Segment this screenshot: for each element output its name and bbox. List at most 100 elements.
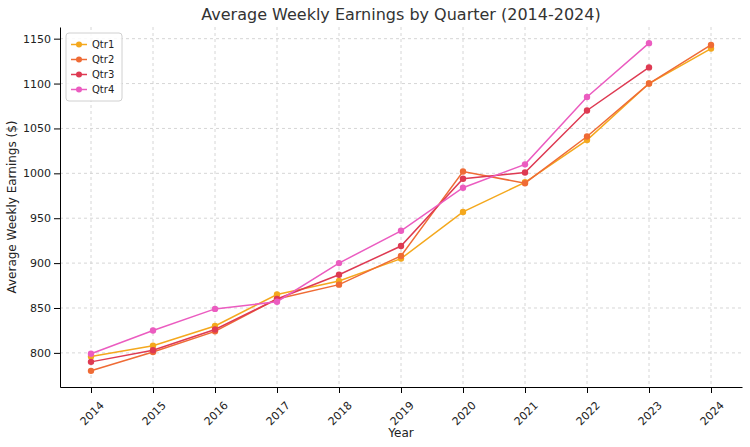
tick-mark (587, 387, 588, 393)
grid-line (401, 27, 402, 387)
grid-line (60, 173, 742, 174)
series-line (91, 49, 711, 357)
point (460, 168, 466, 174)
tick-mark (463, 387, 464, 393)
series-line (91, 43, 649, 354)
tick: 2014 (78, 387, 107, 428)
point (398, 243, 404, 249)
tick: 800 (30, 347, 60, 360)
tick-mark (91, 387, 92, 393)
legend-marker (76, 72, 82, 78)
tick: 2022 (574, 387, 603, 428)
tick-label: 2018 (326, 399, 355, 428)
point (460, 209, 466, 215)
tick: 1000 (23, 167, 60, 180)
tick-label: 850 (30, 302, 51, 315)
tick-mark (215, 387, 216, 393)
point (522, 169, 528, 175)
tick-label: 2024 (698, 399, 727, 428)
point (88, 359, 94, 365)
tick: 950 (30, 212, 60, 225)
legend-entry: Qtr3 (71, 69, 114, 80)
chart: 2014 2015 2016 2017 2018 2019 2020 2021 2022 2023… (0, 0, 750, 447)
tick-label: 2020 (450, 399, 479, 428)
legend-marker (76, 57, 82, 63)
point (212, 326, 218, 332)
tick-label: 2019 (388, 399, 417, 428)
point (274, 299, 280, 305)
point (522, 161, 528, 167)
y-axis-title: Average Weekly Earnings ($) (5, 120, 19, 293)
point (150, 327, 156, 333)
point (88, 351, 94, 357)
point (150, 347, 156, 353)
point (398, 253, 404, 259)
tick-label: 2023 (636, 399, 665, 428)
tick: 2023 (636, 387, 665, 428)
grid-line (277, 27, 278, 387)
tick-mark (54, 128, 60, 129)
grid-line (525, 27, 526, 387)
plot-area: 2014 2015 2016 2017 2018 2019 2020 2021 2022 2023… (23, 27, 743, 428)
point (522, 179, 528, 185)
x-axis: 2014 2015 2016 2017 2018 2019 2020 2021 2022 2023… (61, 387, 743, 428)
tick-mark (401, 387, 402, 393)
tick-mark (54, 263, 60, 264)
tick-label: 1100 (23, 78, 51, 91)
tick-mark (153, 387, 154, 393)
legend-entry: Qtr2 (71, 54, 114, 65)
point (336, 281, 342, 287)
grid-line (60, 307, 742, 308)
legend-label: Qtr4 (92, 84, 114, 95)
point (460, 176, 466, 182)
legend-entry: Qtr4 (71, 84, 114, 95)
tick-label: 1050 (23, 122, 51, 135)
y-axis: 8008509009501000105011001150 (23, 28, 61, 388)
tick-mark (711, 387, 712, 393)
tick-label: 950 (30, 212, 51, 225)
point (646, 80, 652, 86)
title: Average Weekly Earnings by Quarter (2014… (201, 5, 600, 24)
tick-label: 2014 (78, 399, 107, 428)
tick-label: 2021 (512, 399, 541, 428)
legend-marker (76, 42, 82, 48)
tick: 2015 (140, 387, 169, 428)
legend-label: Qtr2 (92, 54, 114, 65)
tick-label: 1150 (23, 33, 51, 46)
tick: 2016 (202, 387, 231, 428)
tick-mark (649, 387, 650, 393)
legend-entry: Qtr1 (71, 39, 114, 50)
tick-label: 1000 (23, 167, 51, 180)
point (646, 80, 652, 86)
tick: 1100 (23, 78, 60, 91)
tick-mark (54, 39, 60, 40)
point (460, 184, 466, 190)
tick-label: 2016 (202, 399, 231, 428)
legend-box (66, 33, 122, 101)
point (212, 306, 218, 312)
tick: 2018 (326, 387, 355, 428)
series-group (88, 40, 714, 374)
grid-line (463, 27, 464, 387)
tick-label: 2017 (264, 399, 293, 428)
tick-label: 800 (30, 347, 51, 360)
tick: 2020 (450, 387, 479, 428)
tick: 2019 (388, 387, 417, 428)
point (646, 40, 652, 46)
tick-mark (54, 353, 60, 354)
grid-line (60, 128, 742, 129)
tick: 2017 (264, 387, 293, 428)
legend-label: Qtr3 (92, 69, 114, 80)
point (584, 107, 590, 113)
tick-mark (277, 387, 278, 393)
tick: 1150 (23, 33, 60, 46)
grid-line (587, 27, 588, 387)
tick-mark (54, 84, 60, 85)
grid-line (60, 38, 742, 39)
legend: Qtr1 Qtr2 Qtr3 Qtr4 (66, 33, 122, 101)
tick: 850 (30, 302, 60, 315)
tick-mark (339, 387, 340, 393)
tick-mark (525, 387, 526, 393)
legend-marker (76, 87, 82, 93)
grid-line (339, 27, 340, 387)
